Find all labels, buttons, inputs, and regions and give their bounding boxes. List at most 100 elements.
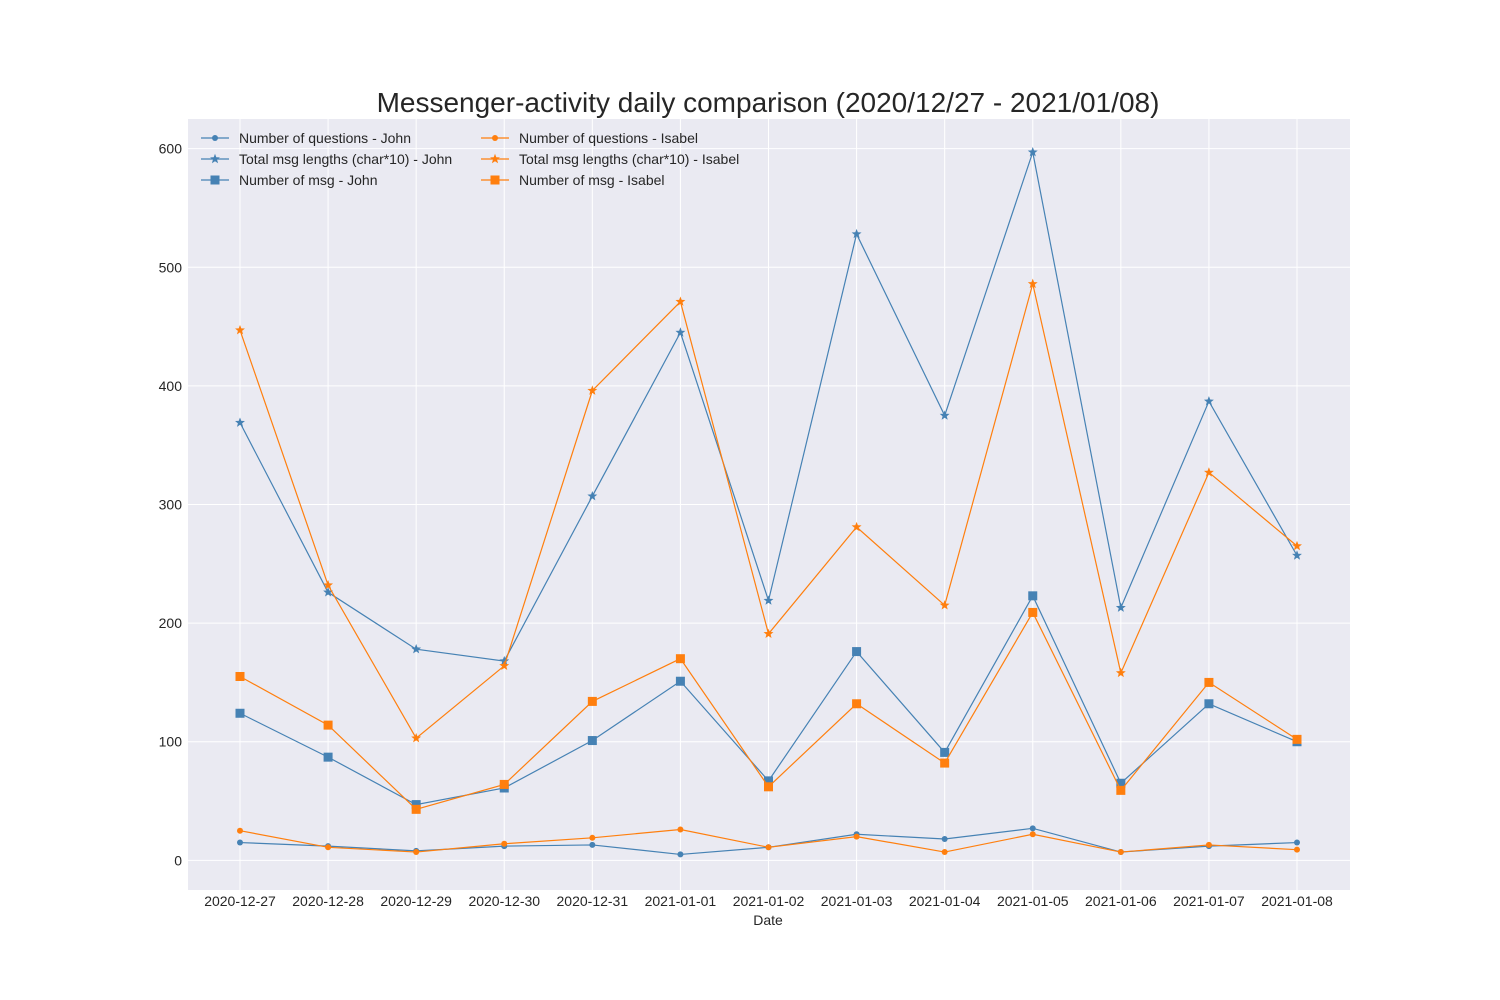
legend-item: Number of questions - John xyxy=(201,130,411,146)
x-tick-label: 2021-01-02 xyxy=(733,893,805,909)
series-6 xyxy=(235,607,1302,814)
data-point xyxy=(939,600,950,610)
data-point xyxy=(675,296,686,306)
data-point xyxy=(1294,846,1300,853)
legend-item: Number of questions - Isabel xyxy=(481,130,698,146)
tick-labels: 0 100 200 300 400 500 600 2020-12-27 2020-12-28 2… xyxy=(159,141,1333,909)
y-tick-label: 600 xyxy=(159,141,183,157)
data-point xyxy=(587,696,597,706)
x-tick-label: 2020-12-31 xyxy=(557,893,629,909)
x-tick-label: 2020-12-27 xyxy=(204,893,276,909)
data-point xyxy=(323,720,333,730)
data-point xyxy=(499,779,509,789)
x-tick-label: 2021-01-03 xyxy=(821,893,893,909)
data-point xyxy=(411,732,422,743)
data-point xyxy=(323,579,334,590)
data-point xyxy=(939,410,950,420)
data-point xyxy=(1027,147,1038,157)
y-tick-label: 100 xyxy=(159,734,183,750)
x-tick-label: 2021-01-06 xyxy=(1085,893,1157,909)
data-point xyxy=(763,595,774,605)
data-point xyxy=(323,752,333,762)
data-point xyxy=(411,804,421,814)
data-point xyxy=(499,660,510,671)
data-point xyxy=(325,844,332,851)
series-2 xyxy=(235,147,1302,666)
legend-marker xyxy=(210,175,220,185)
data-point xyxy=(853,833,860,840)
data-point xyxy=(764,782,773,792)
data-point xyxy=(1115,602,1126,612)
data-point xyxy=(1027,278,1038,289)
data-point xyxy=(235,324,245,335)
legend-marker xyxy=(490,175,500,185)
data-point xyxy=(1028,607,1038,617)
y-tick-label: 500 xyxy=(159,259,183,275)
data-point xyxy=(1203,396,1214,406)
data-point xyxy=(1116,785,1126,795)
data-point xyxy=(675,676,685,686)
data-point xyxy=(587,736,597,746)
data-point xyxy=(237,839,243,846)
data-point xyxy=(587,385,598,395)
data-point xyxy=(1203,467,1214,477)
legend-label: Number of questions - John xyxy=(239,130,411,146)
data-point xyxy=(851,521,862,532)
series-5 xyxy=(235,278,1302,743)
data-point xyxy=(323,587,334,597)
legend-label: Number of msg - Isabel xyxy=(519,172,665,188)
data-point xyxy=(851,228,862,239)
chart-title: Messenger-activity daily comparison (202… xyxy=(377,87,1160,118)
data-point xyxy=(1116,778,1126,788)
data-point xyxy=(941,835,948,842)
data-point xyxy=(1117,849,1124,856)
x-tick-label: 2020-12-30 xyxy=(468,893,540,909)
data-point xyxy=(501,840,508,847)
data-point xyxy=(1292,550,1302,560)
x-tick-label: 2020-12-28 xyxy=(292,893,364,909)
data-point xyxy=(237,827,243,834)
data-point xyxy=(589,834,596,841)
legend-marker xyxy=(210,153,220,164)
data-point xyxy=(940,747,950,757)
y-tick-label: 0 xyxy=(174,852,182,868)
series-layer xyxy=(235,147,1302,858)
data-point xyxy=(941,849,948,856)
data-point xyxy=(1292,734,1302,744)
data-point xyxy=(675,654,685,664)
x-tick-label: 2021-01-04 xyxy=(909,893,981,909)
data-point xyxy=(1115,667,1126,678)
data-point xyxy=(1204,677,1214,687)
data-point xyxy=(940,758,950,768)
data-point xyxy=(1205,841,1212,848)
series-4 xyxy=(237,826,1300,856)
x-axis-label: Date xyxy=(753,912,783,928)
data-point xyxy=(764,776,773,786)
data-point xyxy=(411,644,422,654)
x-tick-label: 2020-12-29 xyxy=(380,893,452,909)
legend-item: Number of msg - Isabel xyxy=(481,172,665,188)
data-point xyxy=(677,826,684,833)
legend-item: Total msg lengths (char*10) - John xyxy=(201,151,452,167)
x-tick-label: 2021-01-08 xyxy=(1261,893,1333,909)
legend-label: Number of questions - Isabel xyxy=(519,130,698,146)
legend-label: Total msg lengths (char*10) - Isabel xyxy=(519,151,739,167)
grid-lines xyxy=(188,119,1350,890)
data-point xyxy=(852,647,862,657)
data-point xyxy=(675,327,686,337)
data-point xyxy=(411,800,421,810)
x-tick-label: 2021-01-01 xyxy=(645,893,717,909)
data-point xyxy=(1028,591,1038,601)
legend-label: Number of msg - John xyxy=(239,172,378,188)
data-point xyxy=(1029,825,1036,832)
legend-marker xyxy=(212,135,218,141)
data-point xyxy=(763,628,774,638)
data-point xyxy=(1029,831,1036,838)
data-point xyxy=(765,844,772,851)
legend-marker xyxy=(492,135,498,141)
legend: Number of questions - John Total msg leng… xyxy=(201,130,739,188)
data-point xyxy=(852,699,862,709)
x-tick-label: 2021-01-05 xyxy=(997,893,1069,909)
data-point xyxy=(587,491,598,501)
